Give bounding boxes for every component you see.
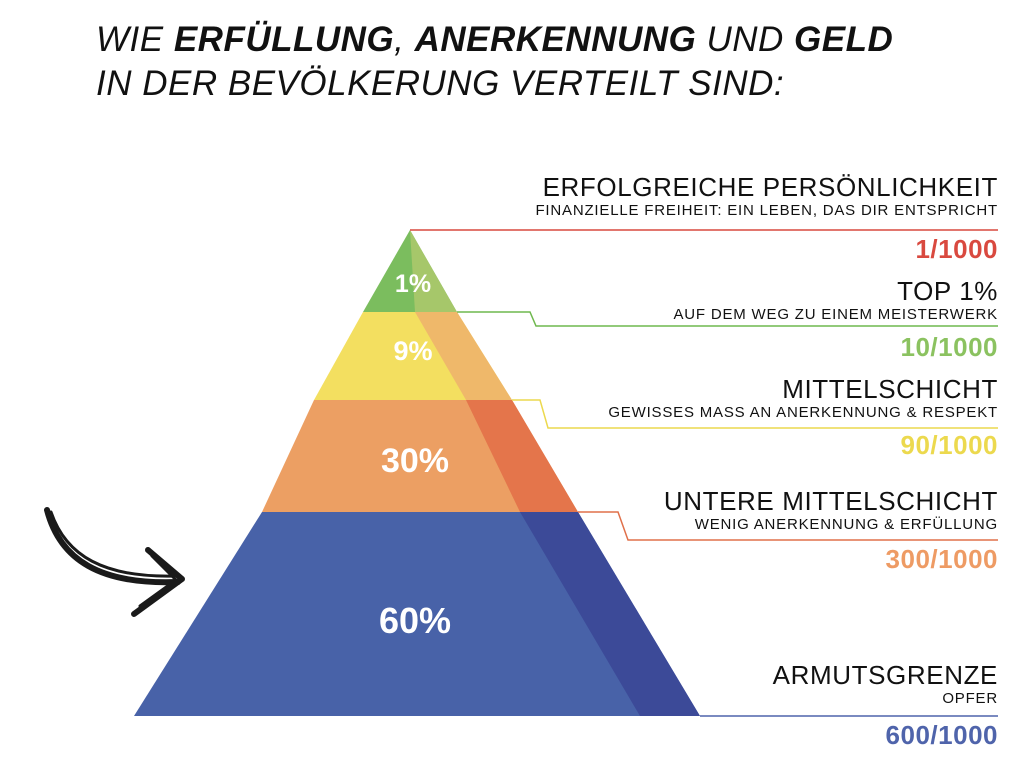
tier-label-2: Top 1% Auf dem Weg zu einem Meisterwerk [673, 276, 998, 324]
leader-line-tier-2 [457, 311, 998, 327]
leader-line-tier-3 [512, 399, 998, 429]
pyramid-facet-3 [466, 400, 578, 512]
tier-heading: Mittelschicht [782, 374, 998, 404]
tier-ratio-1: 1/1000 [915, 234, 998, 264]
tier-heading: Top 1% [897, 276, 998, 306]
pyramid-facet-1 [410, 230, 457, 312]
tier-ratio-4: 300/1000 [885, 544, 998, 574]
page-title: Wie Erfüllung, Anerkennung und Geld in d… [96, 18, 893, 106]
leader-line-tier-4 [578, 511, 998, 541]
tier-percent-1: 1% [394, 270, 432, 298]
title-line-2: in der Bevölkerung verteilt sind: [96, 64, 785, 103]
tier-ratio-2: 10/1000 [900, 332, 998, 362]
tier-label-4: Untere Mittelschicht Wenig Anerkennung &… [664, 486, 998, 534]
title-line-1: Wie Erfüllung, Anerkennung und Geld [96, 20, 894, 59]
tier-heading: Untere Mittelschicht [663, 486, 998, 516]
tier-percent-4: 60% [378, 600, 452, 641]
tier-heading: Erfolgreiche Persönlichkeit [542, 172, 998, 202]
tier-subtitle: Gewisses Maß an Anerkennung & Respekt [608, 404, 998, 421]
tier-percent-3: 30% [380, 442, 450, 480]
tier-label-1: Erfolgreiche Persönlichkeit Finanzielle … [535, 172, 998, 220]
tier-percent-2: 9% [393, 336, 433, 366]
pyramid-facet-4 [520, 512, 700, 716]
arrow-icon [44, 507, 185, 617]
tier-heading: Armutsgrenze [772, 660, 998, 690]
tier-ratio-3: 90/1000 [900, 430, 998, 460]
tier-subtitle: Finanzielle Freiheit: Ein Leben, das dir… [535, 202, 998, 219]
tier-label-3: Mittelschicht Gewisses Maß an Anerkennun… [608, 374, 998, 422]
tier-subtitle: Auf dem Weg zu einem Meisterwerk [673, 306, 998, 323]
tier-label-5: Armutsgrenze Opfer [773, 660, 998, 708]
pyramid-facet-2 [415, 312, 512, 400]
tier-subtitle: Wenig Anerkennung & Erfüllung [694, 516, 998, 533]
tier-subtitle: Opfer [942, 690, 998, 707]
tier-ratio-5: 600/1000 [885, 720, 998, 750]
